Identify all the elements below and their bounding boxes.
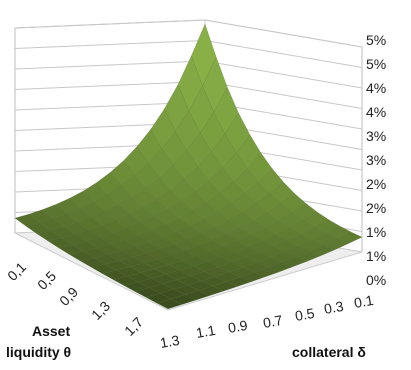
x-tick-label: 1,3 (88, 298, 113, 323)
x-tick-label: 0,9 (56, 284, 81, 309)
z-tick-label: 1% (366, 224, 386, 240)
surface-patch (156, 298, 183, 310)
y-tick-label: 1.1 (195, 322, 217, 341)
z-tick-label: 2% (366, 200, 386, 216)
x-axis-title-line1: Asset (32, 323, 70, 339)
y-tick-label: 0.5 (294, 305, 316, 324)
y-tick-label: 0.1 (353, 292, 375, 311)
surface-mesh (14, 23, 363, 310)
y-tick-label: 1.3 (159, 332, 181, 351)
surface-patch (170, 294, 197, 305)
z-axis-ticks: 0% 1% 1% 2% 2% 3% 3% 4% 4% 5% 5% (366, 32, 386, 288)
z-tick-label: 5% (366, 56, 386, 72)
z-tick-label: 1% (366, 248, 386, 264)
x-tick-label: 0,5 (34, 268, 59, 293)
z-tick-label: 0% (366, 272, 386, 288)
z-tick-label: 5% (366, 32, 386, 48)
z-tick-label: 3% (366, 128, 386, 144)
z-tick-label: 4% (366, 104, 386, 120)
y-tick-label: 0.3 (323, 298, 345, 317)
y-tick-label: 0.9 (227, 317, 249, 336)
y-axis-ticks: 1.3 1.1 0.9 0.7 0.5 0.3 0.1 (159, 292, 375, 351)
surface-patch (197, 285, 225, 296)
y-tick-label: 0.7 (262, 312, 284, 331)
x-tick-label: 1,7 (121, 314, 146, 339)
z-tick-label: 4% (366, 80, 386, 96)
surface-patch (239, 272, 266, 283)
z-gridline (14, 19, 363, 48)
x-tick-label: 0,1 (4, 259, 29, 284)
x-axis-title-line2: liquidity θ (6, 344, 71, 360)
z-tick-label: 3% (366, 152, 386, 168)
z-tick-label: 2% (366, 176, 386, 192)
y-axis-title: collateral δ (292, 344, 366, 360)
